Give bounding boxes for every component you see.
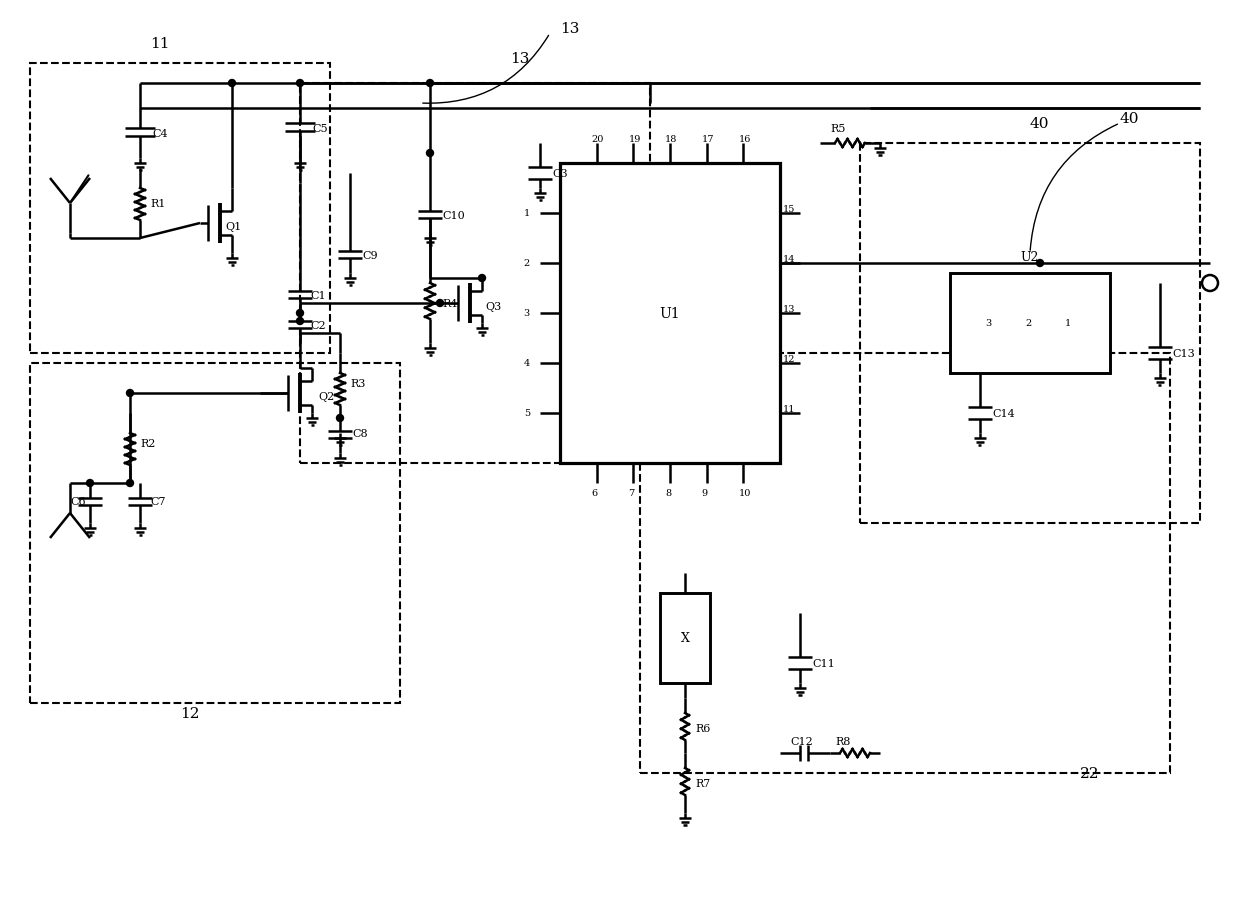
Bar bbox=[30, 64, 330, 354]
Text: 17: 17 bbox=[702, 135, 714, 144]
Text: Q1: Q1 bbox=[224, 222, 242, 232]
Text: 12: 12 bbox=[782, 354, 796, 363]
Text: 1: 1 bbox=[523, 209, 529, 219]
Text: R5: R5 bbox=[830, 124, 846, 134]
Circle shape bbox=[228, 80, 236, 88]
Text: 15: 15 bbox=[782, 204, 795, 213]
Text: 2: 2 bbox=[1025, 319, 1032, 328]
Text: 4: 4 bbox=[523, 359, 529, 368]
Text: U2: U2 bbox=[1021, 251, 1039, 264]
Text: R7: R7 bbox=[694, 778, 711, 788]
Text: 16: 16 bbox=[738, 135, 750, 144]
Text: 3: 3 bbox=[985, 319, 991, 328]
Text: 1: 1 bbox=[1065, 319, 1071, 328]
Circle shape bbox=[296, 80, 304, 88]
Text: C14: C14 bbox=[992, 408, 1014, 418]
Text: 40: 40 bbox=[1120, 112, 1140, 126]
Circle shape bbox=[427, 80, 434, 88]
Text: 22: 22 bbox=[1080, 766, 1100, 780]
Text: 7: 7 bbox=[629, 489, 635, 498]
Circle shape bbox=[1037, 260, 1044, 267]
Text: 13: 13 bbox=[782, 304, 796, 313]
Text: C7: C7 bbox=[150, 497, 165, 507]
Circle shape bbox=[87, 480, 93, 487]
Circle shape bbox=[1202, 275, 1218, 292]
Text: 19: 19 bbox=[629, 135, 641, 144]
Text: X: X bbox=[681, 632, 689, 645]
Bar bbox=[861, 144, 1200, 524]
Text: C11: C11 bbox=[812, 658, 835, 668]
Text: R2: R2 bbox=[140, 439, 155, 449]
Bar bbox=[30, 364, 401, 703]
Text: C5: C5 bbox=[312, 124, 327, 134]
Bar bbox=[660, 593, 711, 684]
Text: 12: 12 bbox=[180, 706, 200, 721]
Text: C3: C3 bbox=[552, 169, 568, 179]
Circle shape bbox=[427, 150, 434, 157]
Text: 20: 20 bbox=[591, 135, 604, 144]
Text: R6: R6 bbox=[694, 723, 711, 733]
Text: 8: 8 bbox=[665, 489, 671, 498]
Text: C8: C8 bbox=[352, 429, 367, 439]
Text: R1: R1 bbox=[150, 199, 165, 209]
Text: 14: 14 bbox=[782, 255, 796, 263]
Text: R8: R8 bbox=[835, 736, 851, 746]
Circle shape bbox=[126, 390, 134, 397]
Text: 5: 5 bbox=[523, 409, 529, 418]
Bar bbox=[950, 274, 1110, 374]
Text: Q2: Q2 bbox=[317, 392, 335, 402]
Text: 40: 40 bbox=[1030, 116, 1049, 131]
Text: 2: 2 bbox=[523, 259, 529, 268]
Text: R4: R4 bbox=[441, 299, 458, 309]
Circle shape bbox=[296, 318, 304, 325]
Text: C2: C2 bbox=[310, 321, 326, 330]
Text: 11: 11 bbox=[150, 37, 170, 51]
Text: U1: U1 bbox=[660, 307, 681, 321]
Circle shape bbox=[479, 275, 486, 282]
Bar bbox=[640, 354, 1171, 773]
Text: 18: 18 bbox=[665, 135, 677, 144]
Text: 10: 10 bbox=[738, 489, 750, 498]
Bar bbox=[560, 163, 780, 463]
Text: C13: C13 bbox=[1172, 349, 1195, 358]
Text: 9: 9 bbox=[702, 489, 708, 498]
Bar bbox=[300, 84, 650, 463]
Circle shape bbox=[296, 310, 304, 317]
Text: C12: C12 bbox=[790, 736, 812, 746]
Text: 3: 3 bbox=[523, 309, 529, 318]
Text: 11: 11 bbox=[782, 404, 796, 413]
Text: C10: C10 bbox=[441, 210, 465, 220]
Text: C9: C9 bbox=[362, 251, 378, 261]
Text: C6: C6 bbox=[69, 497, 86, 507]
Text: C1: C1 bbox=[310, 291, 326, 301]
Circle shape bbox=[126, 480, 134, 487]
Circle shape bbox=[336, 415, 343, 422]
Text: 6: 6 bbox=[591, 489, 598, 498]
Text: 13: 13 bbox=[560, 22, 579, 36]
Circle shape bbox=[436, 300, 444, 307]
Text: Q3: Q3 bbox=[485, 302, 501, 312]
Text: 13: 13 bbox=[510, 52, 529, 66]
Text: C4: C4 bbox=[153, 129, 167, 139]
Text: R3: R3 bbox=[350, 378, 366, 388]
